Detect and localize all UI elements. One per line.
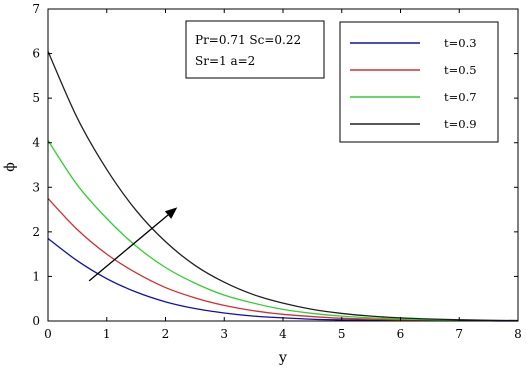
x-axis-title: y bbox=[278, 350, 287, 366]
series-line-3 bbox=[47, 140, 519, 322]
x-tick-label: 1 bbox=[103, 327, 111, 341]
axis-ticks: 0 1 2 3 4 5 6 7 8 0 1 2 3 4 5 6 7 bbox=[32, 2, 521, 341]
y-axis-title: ϕ bbox=[2, 162, 18, 172]
series-line-1 bbox=[47, 238, 519, 322]
parameter-text-line2: Sr=1 a=2 bbox=[195, 54, 255, 68]
trend-arrow bbox=[88, 207, 178, 282]
legend: t=0.3 t=0.5 t=0.7 t=0.9 bbox=[339, 21, 499, 143]
x-tick-label: 7 bbox=[455, 327, 463, 341]
parameter-text-line1: Pr=0.71 Sc=0.22 bbox=[195, 33, 301, 47]
y-tick-label: 0 bbox=[32, 314, 40, 328]
y-tick-label: 2 bbox=[32, 225, 40, 239]
arrow-head bbox=[164, 207, 178, 219]
parameter-box-frame bbox=[185, 20, 325, 79]
legend-label-4: t=0.9 bbox=[444, 117, 477, 131]
x-tick-label: 0 bbox=[44, 327, 52, 341]
parameter-box: Pr=0.71 Sc=0.22 Sr=1 a=2 bbox=[185, 20, 325, 79]
x-tick-label: 5 bbox=[338, 327, 346, 341]
x-tick-label: 6 bbox=[397, 327, 405, 341]
x-tick-label: 3 bbox=[220, 327, 228, 341]
y-tick-label: 1 bbox=[32, 269, 40, 283]
series-line-4 bbox=[47, 51, 519, 322]
x-tick-label: 4 bbox=[279, 327, 287, 341]
x-tick-label: 2 bbox=[162, 327, 170, 341]
y-tick-label: 6 bbox=[32, 47, 40, 61]
legend-label-3: t=0.7 bbox=[444, 90, 477, 104]
y-tick-label: 5 bbox=[32, 91, 40, 105]
legend-label-2: t=0.5 bbox=[444, 63, 477, 77]
y-tick-label: 3 bbox=[32, 180, 40, 194]
legend-label-1: t=0.3 bbox=[444, 36, 477, 50]
y-tick-label: 4 bbox=[32, 136, 40, 150]
arrow-shaft bbox=[88, 214, 169, 282]
x-tick-label: 8 bbox=[514, 327, 522, 341]
y-tick-label: 7 bbox=[32, 2, 40, 16]
legend-frame bbox=[339, 21, 499, 143]
